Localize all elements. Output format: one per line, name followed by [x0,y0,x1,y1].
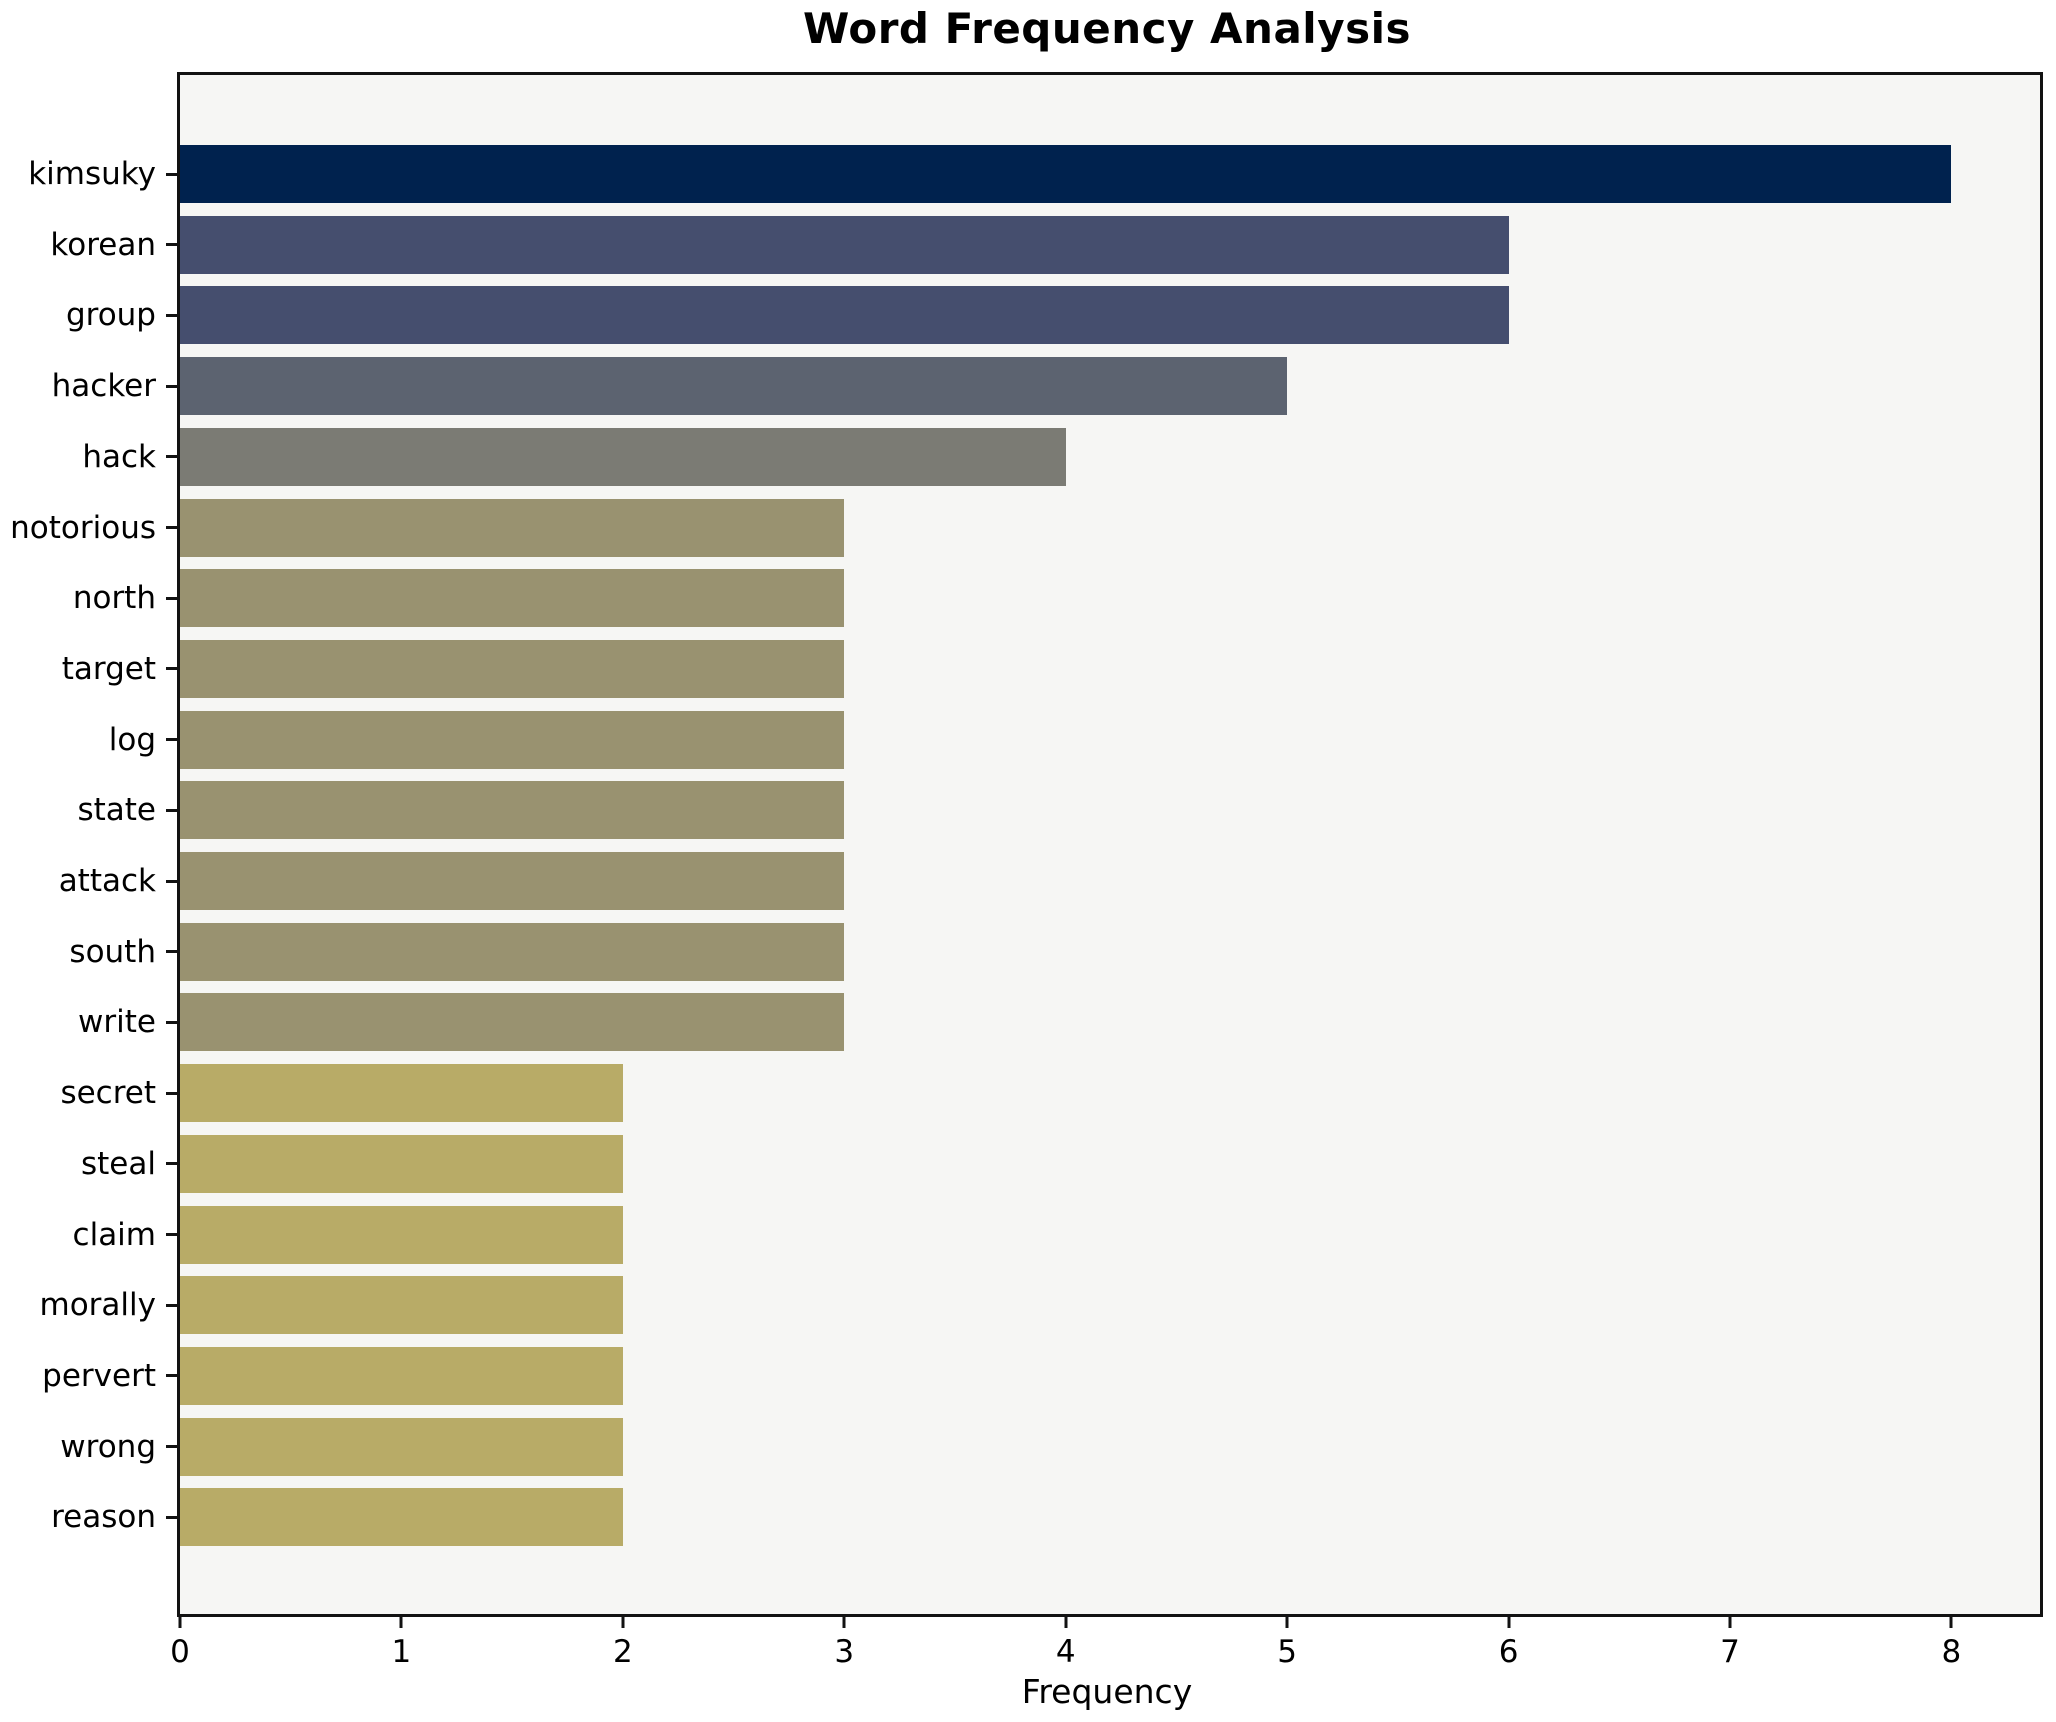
bar [180,922,845,981]
y-tick-label: reason [51,1499,156,1536]
y-tick [166,313,177,317]
x-tick-label: 0 [170,1634,190,1670]
y-tick-label: steal [81,1145,156,1182]
x-tick [1728,1617,1732,1628]
y-tick-label: notorious [10,509,156,546]
y-tick [166,1374,177,1378]
y-tick [166,455,177,459]
bar [180,569,845,628]
y-tick [166,667,177,671]
chart-title: Word Frequency Analysis [803,4,1411,53]
y-tick-label: morally [39,1287,156,1324]
y-tick-label: hack [82,438,156,475]
bar [180,427,1066,486]
y-tick [166,1445,177,1449]
x-tick [621,1617,625,1628]
x-tick [1507,1617,1511,1628]
x-tick-label: 6 [1498,1634,1519,1670]
y-tick-label: korean [50,226,156,263]
x-tick [178,1617,182,1628]
x-tick-label: 5 [1277,1634,1298,1670]
y-tick [166,172,177,176]
x-tick [1285,1617,1289,1628]
bar [180,357,1288,416]
x-tick [1949,1617,1953,1628]
x-tick-label: 8 [1941,1634,1962,1670]
x-tick-label: 4 [1055,1634,1076,1670]
bar [180,710,845,769]
y-tick [166,243,177,247]
bar [180,1134,623,1193]
y-tick-label: pervert [42,1357,156,1394]
y-tick [166,879,177,883]
bar [180,1276,623,1335]
y-tick-label: state [77,792,156,829]
y-tick-label: secret [60,1075,156,1112]
y-tick-label: hacker [51,368,156,405]
y-tick-label: write [78,1004,156,1041]
x-tick-label: 2 [612,1634,633,1670]
y-tick [166,950,177,954]
y-tick [166,1091,177,1095]
bar [180,1488,623,1547]
bar [180,993,845,1052]
bar [180,1346,623,1405]
bar [180,1205,623,1264]
y-tick-label: log [108,721,156,758]
bar [180,852,845,910]
y-tick-label: attack [58,863,156,899]
x-tick-label: 7 [1720,1634,1740,1670]
x-axis-title: Frequency [1021,1672,1193,1711]
y-tick-label: north [72,580,156,617]
bar [180,498,845,557]
bar [180,1064,623,1123]
x-tick [842,1617,846,1628]
y-tick-label: group [65,297,156,334]
x-tick-label: 3 [834,1634,855,1670]
y-tick [166,384,177,388]
bar [180,1417,623,1476]
y-tick [166,1515,177,1519]
y-tick-label: kimsuky [28,156,156,192]
x-tick [399,1617,403,1628]
x-tick-label: 1 [391,1634,412,1670]
bar [180,145,1952,203]
y-tick-label: south [69,933,156,970]
y-tick-label: claim [72,1216,156,1253]
bar [180,639,845,698]
y-tick [166,1303,177,1307]
y-tick [166,1162,177,1166]
bar [180,215,1509,274]
y-tick [166,738,177,742]
y-tick [166,1233,177,1236]
bar [180,286,1509,345]
y-tick [166,808,177,812]
plot-area: kimsuky korean group hacker hack notorious nor… [10,72,2043,1670]
y-tick [166,526,177,529]
bar [180,781,845,840]
y-tick-label: wrong [60,1428,156,1465]
y-tick [166,1020,177,1024]
y-tick-label: target [61,650,156,687]
y-tick [166,596,177,600]
x-tick [1064,1617,1068,1628]
